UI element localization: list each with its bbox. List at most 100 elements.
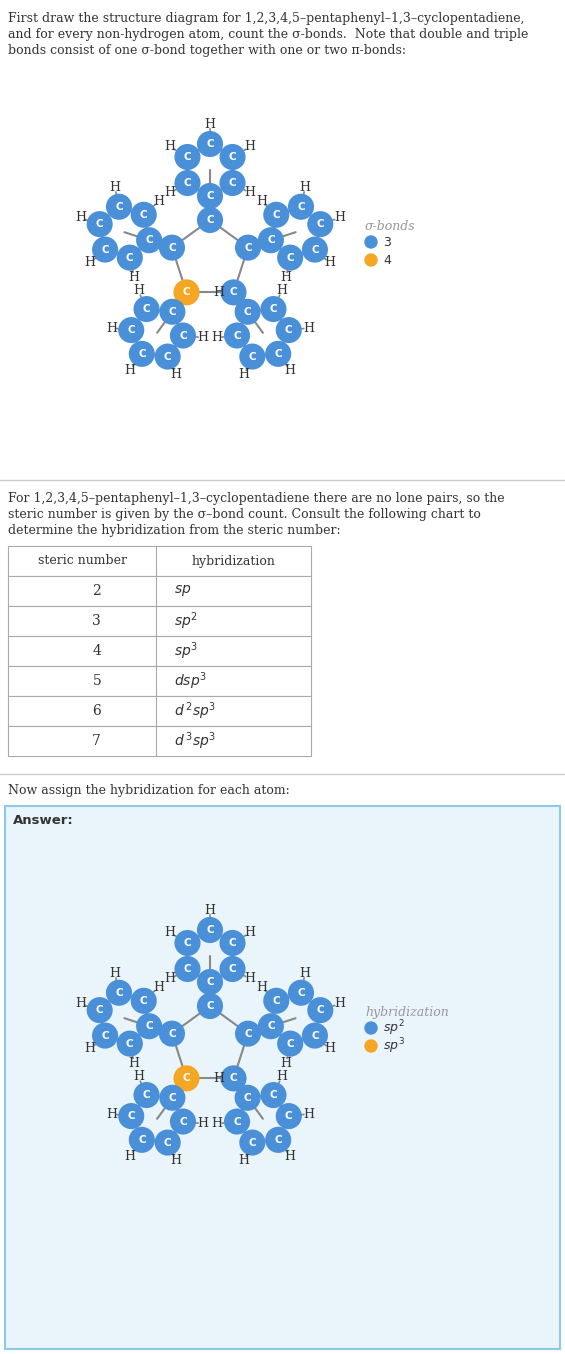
Circle shape — [308, 213, 332, 236]
Circle shape — [278, 1032, 302, 1056]
Text: C: C — [101, 245, 109, 255]
Circle shape — [198, 918, 222, 942]
Text: H: H — [197, 1117, 208, 1131]
Circle shape — [118, 1032, 142, 1056]
Text: C: C — [285, 1112, 293, 1121]
Text: H: H — [133, 1070, 144, 1083]
Circle shape — [221, 280, 246, 305]
Text: C: C — [115, 202, 123, 211]
Text: 5: 5 — [93, 674, 101, 688]
Circle shape — [220, 145, 245, 169]
Circle shape — [134, 297, 159, 321]
Circle shape — [176, 957, 199, 982]
Text: C: C — [285, 325, 293, 334]
Text: 3: 3 — [93, 613, 101, 628]
Text: H: H — [153, 980, 164, 994]
Text: H: H — [164, 926, 176, 940]
FancyBboxPatch shape — [8, 607, 311, 636]
Text: $d^{\,2}sp^3$: $d^{\,2}sp^3$ — [174, 700, 216, 722]
Text: H: H — [256, 195, 267, 209]
Text: $sp^2$: $sp^2$ — [383, 1018, 405, 1037]
Circle shape — [171, 324, 195, 348]
Text: C: C — [128, 325, 135, 334]
Text: $sp^3$: $sp^3$ — [383, 1036, 405, 1056]
Text: $sp$: $sp$ — [174, 584, 192, 598]
Text: C: C — [233, 330, 241, 340]
Text: H: H — [197, 332, 208, 344]
Text: H: H — [124, 1150, 136, 1163]
Circle shape — [156, 344, 180, 368]
Text: H: H — [205, 118, 215, 130]
Text: H: H — [324, 1043, 335, 1056]
Text: C: C — [96, 219, 103, 229]
Text: C: C — [267, 1021, 275, 1032]
Circle shape — [171, 1109, 195, 1133]
Text: H: H — [276, 284, 287, 298]
Circle shape — [225, 324, 249, 348]
Text: H: H — [334, 998, 345, 1010]
Text: C: C — [249, 352, 256, 362]
Text: H: H — [205, 903, 215, 917]
Text: H: H — [244, 972, 255, 986]
Circle shape — [303, 237, 327, 261]
Text: C: C — [233, 1117, 241, 1127]
Circle shape — [259, 1014, 283, 1039]
Circle shape — [198, 969, 222, 994]
Text: H: H — [170, 368, 181, 382]
Text: H: H — [212, 332, 223, 344]
Circle shape — [107, 980, 131, 1005]
Circle shape — [262, 1083, 285, 1108]
Circle shape — [160, 299, 184, 324]
Circle shape — [365, 1022, 377, 1034]
Text: C: C — [244, 307, 251, 317]
Text: C: C — [230, 287, 237, 298]
Text: H: H — [128, 271, 140, 284]
Circle shape — [198, 994, 222, 1018]
Text: H: H — [244, 141, 255, 153]
Text: C: C — [115, 988, 123, 998]
Circle shape — [160, 1086, 184, 1110]
Circle shape — [303, 1024, 327, 1048]
Circle shape — [176, 932, 199, 955]
Text: H: H — [256, 980, 267, 994]
Text: H: H — [299, 180, 311, 194]
Text: C: C — [270, 305, 277, 314]
Text: C: C — [184, 964, 192, 974]
Text: H: H — [213, 286, 224, 299]
Circle shape — [278, 245, 302, 269]
Text: H: H — [133, 284, 144, 298]
Circle shape — [236, 236, 260, 260]
Circle shape — [220, 932, 245, 955]
Text: 2: 2 — [93, 584, 101, 598]
Text: H: H — [124, 363, 136, 376]
Circle shape — [266, 1128, 290, 1152]
Text: C: C — [206, 1001, 214, 1011]
Circle shape — [93, 1024, 117, 1048]
Text: 6: 6 — [93, 704, 101, 718]
FancyBboxPatch shape — [8, 636, 311, 666]
Circle shape — [175, 1067, 198, 1090]
Text: 4: 4 — [92, 645, 101, 658]
Text: C: C — [244, 242, 252, 253]
Text: H: H — [324, 256, 335, 269]
Circle shape — [176, 171, 199, 195]
Text: H: H — [164, 141, 176, 153]
Text: H: H — [153, 195, 164, 209]
FancyBboxPatch shape — [8, 696, 311, 726]
Text: C: C — [184, 938, 192, 948]
Circle shape — [264, 988, 288, 1013]
Text: C: C — [297, 202, 305, 211]
Text: 7: 7 — [92, 734, 101, 747]
Circle shape — [160, 236, 184, 260]
Text: H: H — [128, 1056, 140, 1070]
Text: bonds consist of one σ-bond together with one or two π-bonds:: bonds consist of one σ-bond together wit… — [8, 43, 406, 57]
Circle shape — [137, 1014, 161, 1039]
Circle shape — [198, 184, 222, 209]
Text: H: H — [106, 321, 117, 334]
Text: C: C — [96, 1005, 103, 1016]
Circle shape — [93, 237, 117, 261]
Circle shape — [365, 255, 377, 265]
Circle shape — [240, 344, 264, 368]
Circle shape — [221, 1067, 246, 1090]
Text: C: C — [126, 253, 134, 263]
